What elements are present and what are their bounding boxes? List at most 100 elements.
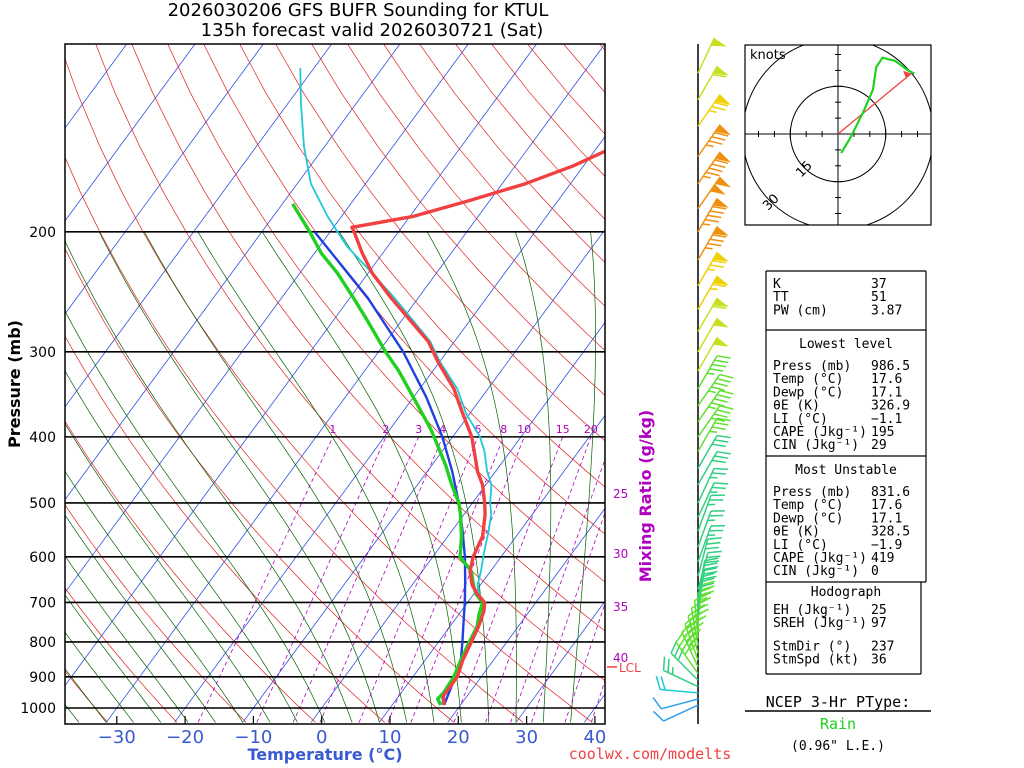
wind-barb — [697, 225, 729, 261]
y-axis-label: Pressure (mb) — [5, 320, 24, 448]
moist-adiabat-line — [65, 310, 326, 723]
dry-adiabat-line — [65, 504, 247, 723]
chart-title: 2026030206 GFS BUFR Sounding for KTUL — [168, 0, 549, 21]
wind-barb — [697, 251, 729, 287]
index-value: −1.1 — [871, 412, 902, 427]
mixing-ratio-line — [485, 436, 592, 723]
mixing-ratio-tick: 4 — [439, 423, 446, 436]
isotherm-line — [0, 27, 3, 723]
dry-adiabat-line — [65, 156, 524, 723]
mixing-ratio-tick: 8 — [500, 423, 507, 436]
wind-barb — [697, 494, 725, 532]
moist-adiabat-line — [570, 231, 596, 723]
wind-barb — [697, 565, 719, 607]
thetaw-tick-label: 35 — [613, 600, 628, 614]
index-label: Press (mb) — [773, 359, 851, 374]
mixing-ratio-tick: 2 — [382, 423, 389, 436]
index-value: 195 — [871, 425, 894, 440]
hodograph-ring-label: 45 — [727, 225, 749, 247]
isotherm-line — [65, 44, 469, 594]
moist-adiabat-line — [65, 555, 189, 723]
lcl-label: LCL — [619, 661, 641, 675]
wind-barb — [697, 336, 729, 372]
index-label: CIN (Jkg⁻¹) — [773, 564, 859, 579]
isotherm-line — [65, 44, 333, 408]
dry-adiabat-line — [95, 44, 605, 682]
wind-barb — [675, 630, 699, 674]
index-label: Temp (°C) — [773, 372, 843, 387]
parcel-trace — [313, 231, 467, 706]
isotherm-line — [242, 228, 605, 723]
mixing-ratio-line — [531, 511, 605, 723]
index-value: 328.5 — [871, 525, 910, 540]
index-value: 97 — [871, 616, 887, 631]
y-tick-label: 1000 — [20, 701, 56, 717]
index-label: EH (Jkg⁻¹) — [773, 603, 851, 618]
y-tick-label: 200 — [29, 225, 56, 241]
dewpoint-trace — [291, 203, 485, 706]
isotherm-line — [65, 44, 401, 501]
mixing-ratio-line — [387, 436, 505, 723]
mixing-ratio-line — [453, 436, 564, 723]
mixing-ratio-line — [256, 436, 387, 723]
temperature-trace — [350, 149, 605, 706]
index-label: LI (°C) — [773, 538, 828, 553]
index-label: Dewp (°C) — [773, 511, 843, 526]
dry-adiabat-line — [65, 335, 385, 723]
index-label: Temp (°C) — [773, 498, 843, 513]
index-value: −1.9 — [871, 538, 902, 553]
index-label: K — [773, 277, 781, 292]
panel-section-header: Lowest level — [799, 337, 893, 352]
index-value: 0 — [871, 564, 879, 579]
x-tick-label: −10 — [234, 727, 272, 748]
wind-barb — [655, 675, 699, 694]
index-value: 237 — [871, 639, 894, 654]
y-tick-label: 800 — [29, 635, 56, 651]
isotherm-line — [65, 44, 196, 222]
wind-barb — [652, 697, 699, 710]
dry-adiabat-line — [65, 247, 455, 723]
index-value: 3.87 — [871, 303, 902, 318]
wind-barb — [697, 275, 729, 310]
wind-barb — [697, 355, 731, 390]
index-value: 17.1 — [871, 511, 902, 526]
x-tick-label: 10 — [379, 727, 402, 748]
mixing-ratio-line — [319, 436, 444, 723]
mixing-ratio-line — [358, 436, 479, 723]
index-value: 326.9 — [871, 399, 910, 414]
moist-adiabat-line — [143, 231, 408, 723]
skewt-plot: 1 2 3 4 6 8 10 15 20 200300400500600700800900100… — [0, 27, 641, 748]
x-tick-label: 20 — [447, 727, 470, 748]
wind-barbs — [652, 37, 734, 722]
isotherm-line — [310, 321, 605, 723]
wind-barb — [653, 704, 699, 722]
moist-adiabat-line — [98, 231, 380, 723]
dry-adiabat-line — [65, 420, 316, 723]
x-axis-label: Temperature (°C) — [247, 745, 402, 764]
wind-barb — [697, 151, 731, 185]
x-tick-label: 0 — [316, 727, 327, 748]
index-value: 25 — [871, 603, 887, 618]
plot-frame — [64, 43, 606, 725]
mixing-ratio-tick: 6 — [474, 423, 481, 436]
panel-section-header: Hodograph — [811, 585, 881, 600]
x-tick-label: −20 — [166, 727, 204, 748]
x-tick-label: 30 — [515, 727, 538, 748]
moist-adiabat-line — [514, 231, 552, 723]
index-value: 831.6 — [871, 485, 910, 500]
index-value: 17.6 — [871, 498, 902, 513]
dry-adiabat-line — [455, 44, 605, 220]
mixing-ratio-tick: 15 — [556, 423, 570, 436]
wind-barb — [697, 297, 729, 332]
isotherm-line — [515, 600, 605, 723]
wind-barb — [697, 525, 725, 563]
dry-adiabat-line — [275, 44, 605, 442]
index-value: 17.6 — [871, 372, 902, 387]
y-tick-label: 700 — [29, 595, 56, 611]
index-value: 419 — [871, 551, 894, 566]
mixing-ratio-label: Mixing Ratio (g/kg) — [636, 410, 655, 582]
index-label: TT — [773, 290, 789, 305]
wind-barb — [697, 124, 731, 157]
moist-adiabat-line — [261, 231, 462, 723]
